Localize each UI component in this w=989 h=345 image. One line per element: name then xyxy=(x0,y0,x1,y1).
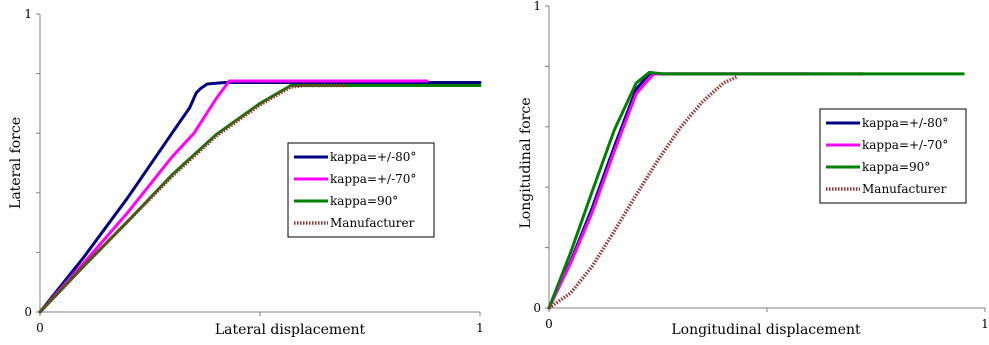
longitudinal-chart: 0 1 0 1 Longitudinal displacement Longitudina… xyxy=(518,0,989,338)
legend-label: kappa=+/-80° xyxy=(862,116,948,130)
legend-label: kappa=90° xyxy=(862,160,930,174)
y-tick-label: 1 xyxy=(24,7,32,21)
y-tick-label: 0 xyxy=(533,301,541,315)
legend-label: kappa=+/-80° xyxy=(330,150,416,164)
series-line xyxy=(38,83,348,314)
series-line xyxy=(547,70,965,310)
x-tick-label: 1 xyxy=(476,321,484,335)
series-line xyxy=(38,79,429,314)
legend-label: Manufacturer xyxy=(862,182,947,196)
lateral-chart: 0 1 0 1 Lateral displacement Lateral force kap… xyxy=(8,7,484,338)
series-line xyxy=(548,75,738,310)
y-tick-label: 0 xyxy=(24,305,32,319)
legend-label: Manufacturer xyxy=(330,216,415,230)
x-axis-label: Longitudinal displacement xyxy=(671,322,861,338)
x-tick-label: 0 xyxy=(36,321,44,335)
x-tick-label: 1 xyxy=(981,317,989,331)
legend-label: kappa=90° xyxy=(330,194,398,208)
legend-label: kappa=+/-70° xyxy=(862,138,948,152)
x-axis-label: Lateral displacement xyxy=(215,322,366,338)
y-tick-label: 1 xyxy=(533,0,541,13)
y-axis-label: Lateral force xyxy=(8,117,24,209)
y-axis-label: Longitudinal force xyxy=(518,98,534,229)
legend-label: kappa=+/-70° xyxy=(330,172,416,186)
x-tick-label: 0 xyxy=(545,317,553,331)
